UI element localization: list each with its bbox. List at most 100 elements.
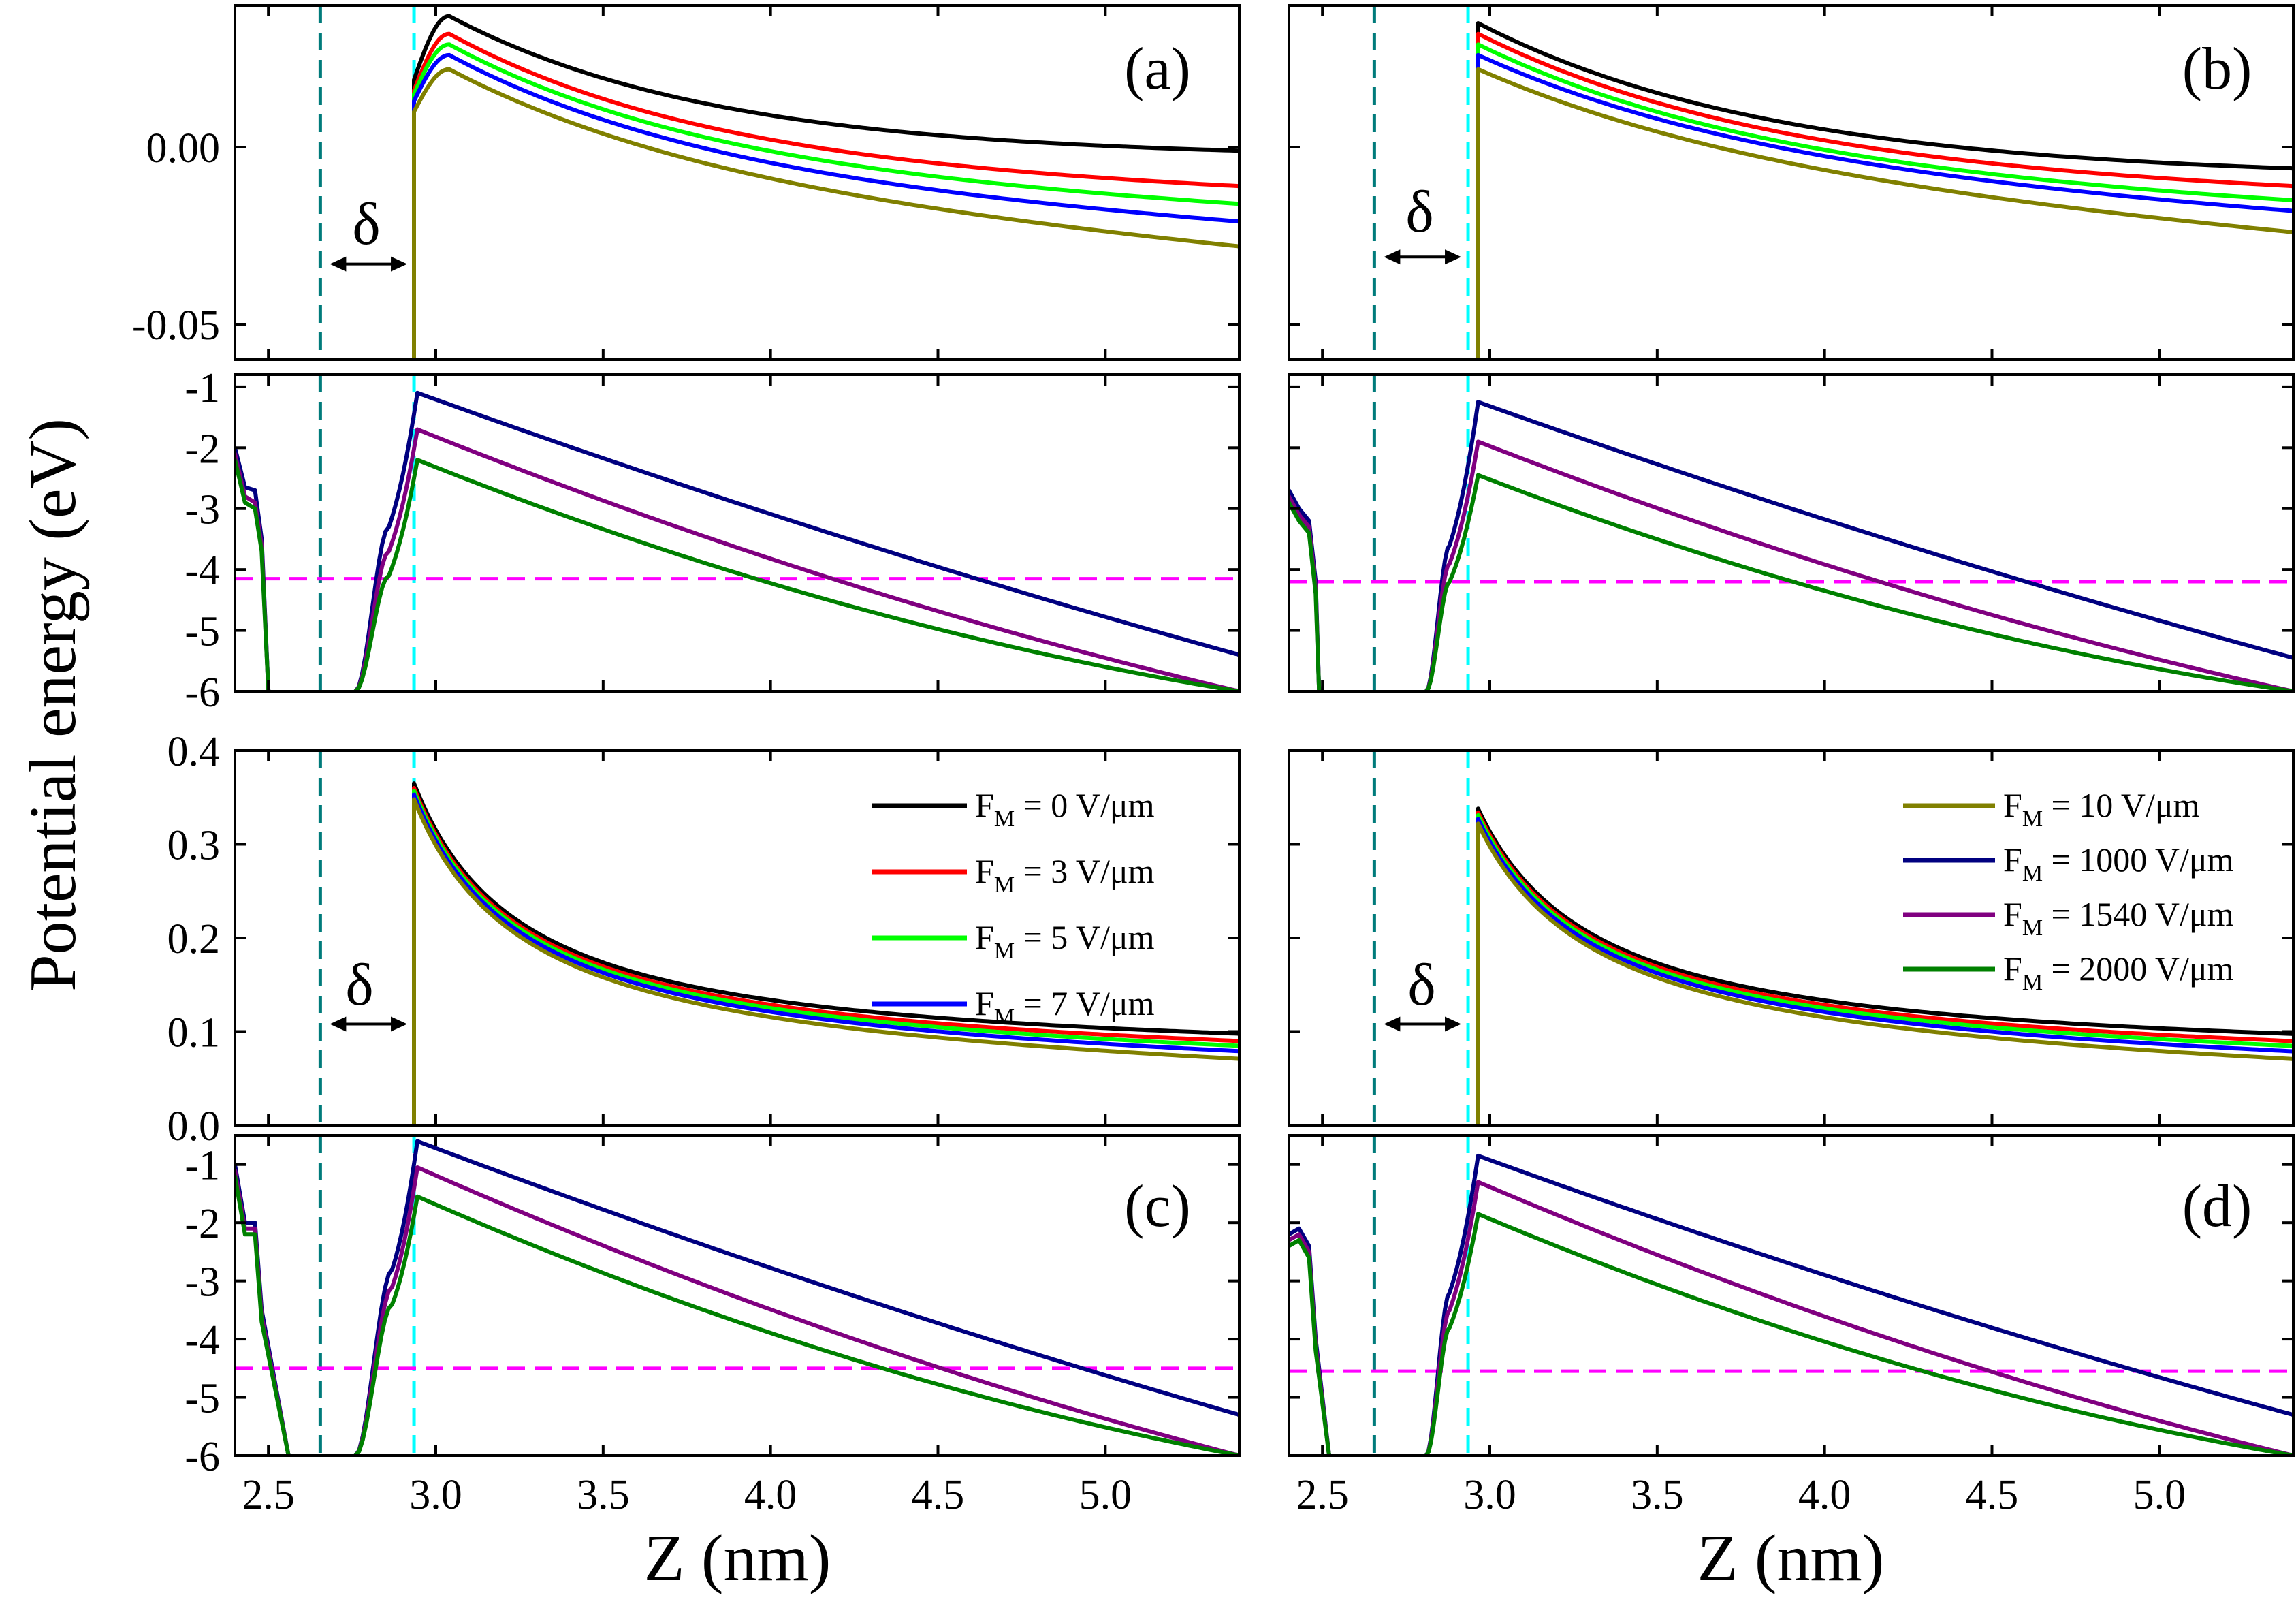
plot-frame: [234, 1134, 1241, 1457]
delta-arrow-right-head: [1445, 249, 1462, 265]
legend-subscript: M: [2022, 915, 2043, 941]
y-tick-label: 0.2: [168, 916, 221, 962]
x-axis-title-right: Z (nm): [1697, 1522, 1885, 1595]
y-tick-label: 0.3: [168, 823, 221, 869]
legend-symbol: F: [2003, 840, 2022, 879]
plot-frame: [234, 4, 1241, 361]
series-line-1540-vm-part2: [353, 1165, 1239, 1456]
series-line-2000-vm-part1: [235, 458, 271, 691]
x-tick-label: 5.0: [1079, 1472, 1132, 1518]
reference-lines: [318, 5, 416, 360]
series-line-0-vm: [1476, 806, 2293, 1125]
y-tick-label: -3: [185, 1259, 220, 1306]
y-tick-label: -1: [185, 365, 220, 411]
series-line-10-vm: [412, 797, 1239, 1125]
legend-item: FM = 10 V/μm: [1903, 786, 2200, 832]
legend-subscript: M: [994, 939, 1015, 964]
delta-arrow-right-head: [391, 1016, 408, 1032]
delta-label: δ: [1405, 179, 1433, 245]
plot-d-bottom: 2.5 3.0 3.5 4.0 4.5 5.0 (d): [1288, 1134, 2295, 1518]
legend-label: FM = 7 V/μm: [975, 984, 1155, 1030]
y-tick-label: -2: [185, 426, 220, 472]
plot-frame: [1288, 373, 2295, 693]
panel-label-d: (d): [2182, 1174, 2252, 1240]
legend-item: FM = 2000 V/μm: [1903, 949, 2234, 995]
x-tick-label: 4.0: [1798, 1472, 1851, 1518]
legend-label: FM = 0 V/μm: [975, 786, 1155, 832]
legend-subscript: M: [2022, 806, 2043, 832]
delta-arrow-left-head: [1384, 1016, 1401, 1032]
legend-value: = 10 V/μm: [2043, 786, 2200, 824]
legend-value: = 3 V/μm: [1015, 852, 1155, 890]
legend-subscript: M: [2022, 970, 2043, 995]
delta-annotation: δ: [330, 952, 408, 1032]
series-line-7-vm: [412, 792, 1239, 1125]
delta-arrow-right-head: [1445, 1016, 1462, 1032]
series-line-1000-vm-part2: [353, 1139, 1239, 1456]
series-line-1540-vm-part2: [1424, 1180, 2293, 1456]
series-line-2000-vm-part1: [1289, 500, 1322, 691]
reference-lines: [318, 751, 416, 1125]
panel-label-c: (c): [1124, 1174, 1191, 1240]
delta-arrow-left-head: [330, 256, 347, 272]
series-line-5-vm: [1476, 42, 2293, 360]
y-axis-title: Potential energy (eV): [16, 418, 90, 992]
legend-item: FM = 5 V/μm: [872, 918, 1155, 964]
legend-item: FM = 3 V/μm: [872, 852, 1155, 898]
legend-symbol: F: [975, 786, 994, 824]
series-line-1540-vm-part2: [1424, 439, 2293, 691]
legend-subscript: M: [2022, 861, 2043, 886]
y-tick-label: -2: [185, 1201, 220, 1247]
plot-b-top: δ (b): [1288, 4, 2295, 361]
delta-label: δ: [1407, 952, 1435, 1018]
x-tick-label: 3.0: [409, 1472, 462, 1518]
y-tick-label: -0.05: [132, 302, 220, 349]
legend-symbol: F: [975, 984, 994, 1022]
x-tick-label: 2.5: [1296, 1472, 1349, 1518]
legend-value: = 2000 V/μm: [2043, 949, 2234, 988]
reference-lines: [1372, 5, 1470, 360]
series-group: [412, 781, 1239, 1125]
legend-symbol: F: [975, 918, 994, 956]
series-line-0-vm: [1476, 21, 2293, 360]
delta-arrow-right-head: [391, 256, 408, 272]
legend-label: FM = 1000 V/μm: [2003, 840, 2234, 886]
axis-ticks: 0.0 0.1 0.2 0.3 0.4: [168, 729, 1239, 1150]
series-line-2000-vm-part2: [1424, 1212, 2293, 1456]
x-tick-label: 3.5: [1631, 1472, 1684, 1518]
y-tick-label: -4: [185, 1317, 220, 1364]
legend-symbol: F: [2003, 949, 2022, 988]
series-line-2000-vm-part2: [353, 1194, 1239, 1456]
series-group: [1476, 21, 2293, 360]
series-line-5-vm: [412, 789, 1239, 1125]
legend-item: FM = 1540 V/μm: [1903, 895, 2234, 941]
legend-item: FM = 1000 V/μm: [1903, 840, 2234, 886]
series-line-3-vm: [1476, 810, 2293, 1125]
plot-a-bottom: -1 -2 -3 -4 -5 -6: [185, 365, 1241, 716]
series-line-10-vm: [1476, 67, 2293, 360]
y-tick-label: 0.0: [168, 1103, 221, 1150]
axis-ticks: -1 -2 -3 -4 -5 -6 2.5 3.0 3.5 4.0 4.5 5.0: [185, 1135, 1239, 1518]
delta-annotation: δ: [1384, 952, 1462, 1032]
x-tick-label: 3.5: [577, 1472, 630, 1518]
series-group: [235, 390, 1239, 691]
series-line-2000-vm-part1: [1289, 1238, 1331, 1456]
legend-value: = 1000 V/μm: [2043, 840, 2234, 879]
reference-lines: [1372, 751, 1470, 1125]
series-line-3-vm: [412, 786, 1239, 1125]
legend-value: = 5 V/μm: [1015, 918, 1155, 956]
legend-label: FM = 3 V/μm: [975, 852, 1155, 898]
y-tick-label: -5: [185, 609, 220, 655]
axis-ticks: [1289, 749, 2293, 1127]
x-tick-label: 3.0: [1463, 1472, 1516, 1518]
plot-a-top: 0.00 -0.05 δ (a): [132, 4, 1241, 361]
x-axis-title-left: Z (nm): [644, 1522, 831, 1595]
series-group: [1289, 400, 2293, 691]
delta-arrow-left-head: [1384, 249, 1401, 265]
series-group: [235, 1139, 1239, 1456]
series-group: [1289, 1153, 2293, 1456]
axis-ticks: -1 -2 -3 -4 -5 -6: [185, 365, 1239, 716]
series-line-5-vm: [1476, 813, 2293, 1125]
legend-value: = 1540 V/μm: [2043, 895, 2234, 933]
